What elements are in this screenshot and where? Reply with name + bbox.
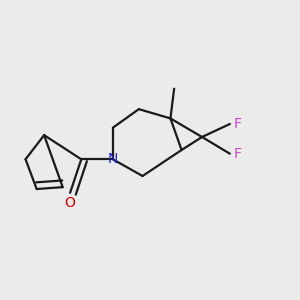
Text: F: F <box>234 117 242 131</box>
Text: N: N <box>108 152 118 166</box>
Text: F: F <box>234 147 242 161</box>
Text: O: O <box>65 196 76 210</box>
